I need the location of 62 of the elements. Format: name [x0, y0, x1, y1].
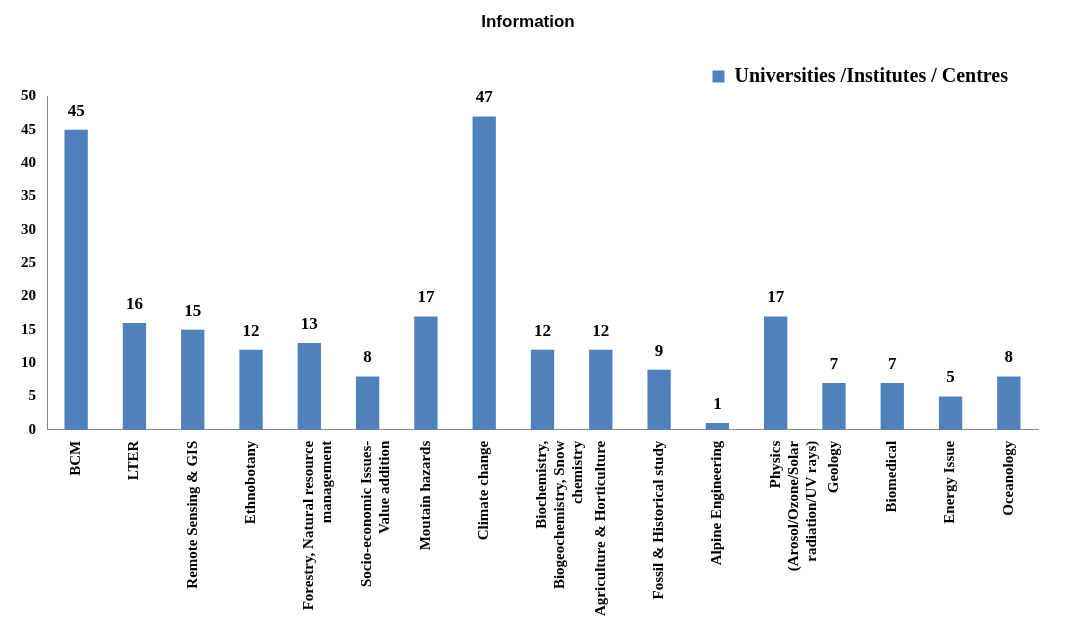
data-label: 1	[713, 393, 722, 413]
bar	[64, 129, 88, 430]
bar	[472, 116, 496, 430]
y-tick-label: 50	[21, 87, 36, 104]
data-label: 7	[888, 353, 898, 373]
x-tick-label: BCM	[67, 440, 84, 476]
x-tick-label: Geology	[824, 440, 841, 494]
data-label: 16	[125, 293, 143, 313]
data-label: 8	[1004, 347, 1014, 367]
data-label: 7	[829, 353, 839, 373]
data-label: 45	[67, 100, 85, 120]
x-tick-label: Alpine Engineering	[708, 440, 725, 566]
x-tick-label: Energy Issue	[941, 440, 958, 524]
bar	[822, 383, 846, 430]
bar	[764, 316, 788, 430]
data-label: 13	[300, 313, 318, 333]
x-tick-label: Remote Sensing & GIS	[183, 440, 200, 589]
x-tick-label: Oceanology	[999, 440, 1016, 516]
x-tick-label: Agriculture & Horticulture	[591, 440, 608, 617]
x-tick-label: Biochemistry, Biogeochemistry, Snow chemistry	[533, 440, 586, 590]
data-label: 12	[592, 320, 610, 340]
y-tick-label: 15	[21, 320, 36, 337]
x-tick-label: Physics (Arosol/Ozone/Solar radiation/UV rays)	[766, 440, 820, 572]
legend-label: Universities /Institutes / Centres	[734, 63, 1009, 86]
data-label: 15	[184, 300, 202, 320]
data-label: 5	[946, 367, 955, 387]
x-tick-label: Moutain hazards	[416, 440, 433, 551]
data-label: 9	[654, 340, 664, 360]
x-tick-label: Ethnobotany	[241, 440, 258, 525]
y-tick-label: 0	[28, 420, 36, 437]
y-tick-label: 10	[21, 353, 36, 370]
bar	[414, 316, 438, 430]
y-tick-label: 20	[21, 287, 36, 304]
bar	[181, 329, 205, 430]
x-tick-label: Biomedical	[883, 440, 900, 513]
bar	[880, 383, 904, 430]
data-label: 8	[363, 347, 372, 367]
data-label: 12	[534, 320, 551, 340]
bar	[589, 349, 613, 430]
bar	[997, 376, 1021, 430]
y-tick-label: 25	[21, 253, 36, 270]
y-tick-label: 30	[21, 220, 36, 237]
y-tick-label: 45	[21, 120, 36, 137]
bar	[647, 369, 671, 430]
data-label: 17	[417, 287, 435, 307]
y-tick-label: 40	[21, 153, 36, 170]
x-tick-label: Fossil & Historical study	[649, 440, 666, 600]
bar	[938, 396, 963, 430]
chart-title: Information	[481, 11, 575, 31]
x-tick-label: Climate change	[475, 440, 492, 541]
data-label: 17	[767, 287, 785, 307]
bar	[122, 323, 147, 430]
data-label: 12	[242, 320, 260, 340]
x-tick-label: Forestry, Natural resource management	[300, 440, 335, 611]
y-tick-label: 5	[28, 387, 36, 404]
y-tick-label: 35	[21, 187, 36, 204]
x-tick-label: LTER	[125, 440, 142, 481]
bar	[297, 343, 321, 430]
bar	[530, 349, 555, 430]
data-label: 47	[475, 87, 494, 107]
bar	[239, 349, 263, 430]
bar	[355, 376, 380, 430]
